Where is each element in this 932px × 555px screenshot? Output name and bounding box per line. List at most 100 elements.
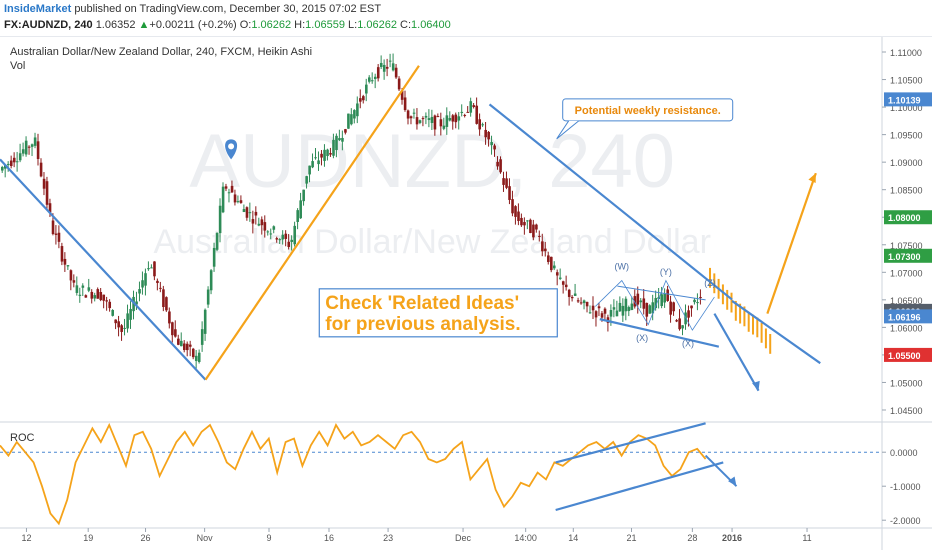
candle [30,144,34,147]
candle [305,176,308,184]
candle [394,67,398,78]
candle [230,185,234,193]
candle [332,139,335,156]
candle [460,111,464,113]
related-ideas-line: Check 'Related Ideas' [325,293,519,314]
x-tick-label: 21 [627,533,637,543]
price-tick-label: 1.07500 [890,241,923,251]
price-badge [884,210,932,225]
candle [675,320,678,322]
candle [442,125,446,129]
candle [672,302,675,312]
candle [344,129,347,133]
price-badge-label: 1.08000 [888,213,921,223]
candle [335,135,338,151]
open-value: 1.06262 [251,19,292,31]
candle [347,113,350,129]
related-ideas-line: for previous analysis. [325,314,520,335]
candle [684,312,687,325]
candle [633,296,637,307]
price-badge [884,248,932,263]
roc-title: ROC [10,432,35,444]
price-tick-label: 1.06500 [890,296,923,306]
x-tick-label: 14:00 [514,533,537,543]
candle [368,77,371,82]
candle [66,265,70,267]
candle [523,222,526,226]
candle [621,305,625,316]
candle [72,280,76,283]
roc-channel-upper [555,422,706,464]
price-tick-label: 1.10500 [890,76,923,86]
candle [466,111,470,113]
candle [427,118,431,121]
watermark-main: AUDNZD, 240 [189,119,675,204]
callout-pointer [556,120,580,140]
candle [168,311,171,324]
candle [183,343,186,351]
author-link[interactable]: InsideMarket [4,3,72,15]
candle [171,322,174,336]
candle [385,66,389,69]
candle [681,325,684,329]
candle [436,116,440,118]
price-tick-label: 1.08500 [890,186,923,196]
candle [678,318,681,330]
candle [493,145,496,150]
price-tick-label: 1.10000 [890,103,923,113]
candle [326,149,329,157]
wave-structure [595,279,715,331]
price-pane [0,37,882,421]
candle [185,343,189,351]
chart-subtitle: Vol [10,60,25,72]
chart-svg[interactable]: AUDNZD, 240 Australian Dollar/New Zealand… [0,37,932,550]
candle [221,186,225,213]
candle [317,160,320,165]
candle [445,115,449,127]
roc-series-line [0,422,707,526]
candle [397,78,401,90]
roc-tick-label: -2.0000 [890,516,921,526]
symbol-line: FX:AUDNZD, 240 1.06352 ▲+0.00211 (+0.2%)… [4,19,451,31]
candle [177,338,180,345]
candle [3,165,7,169]
symbol-label[interactable]: FX:AUDNZD, 240 [4,19,93,31]
publisher-line: InsideMarket published on TradingView.co… [4,3,381,15]
candle [600,313,604,318]
candle [541,241,544,252]
chart-title: Australian Dollar/New Zealand Dollar, 24… [10,46,312,58]
chart-area[interactable]: AUDNZD, 240 Australian Dollar/New Zealand… [0,37,932,550]
candle [618,302,622,312]
candle [296,210,299,222]
candle [612,307,616,310]
candle [400,90,404,100]
candle [564,284,568,288]
candle [627,307,631,312]
open-label: O: [239,19,252,31]
candle [648,305,652,314]
candle [275,238,279,240]
candle [320,153,323,158]
candle [469,101,473,113]
candle [478,119,482,130]
candle [39,162,43,177]
candle [421,118,425,120]
candle [206,289,210,305]
candle [520,217,523,226]
candle [239,200,243,203]
drop-arrowhead-icon [752,380,760,391]
candle [159,287,162,289]
candle [511,199,514,214]
candle [260,219,264,226]
price-badge [884,92,932,107]
candle [403,97,407,111]
candle [690,305,693,309]
close-label: C: [400,19,412,31]
roc-tick-label: -1.0000 [890,482,921,492]
candle [191,348,195,358]
candle [439,119,443,127]
candle [120,325,123,332]
candle [269,233,273,235]
candle [555,272,559,276]
candle [281,234,285,240]
